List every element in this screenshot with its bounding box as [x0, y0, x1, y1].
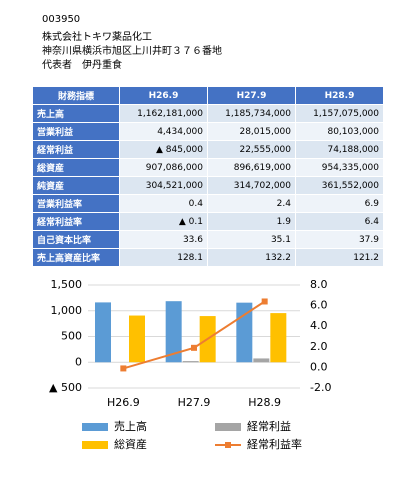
- company: 株式会社トキワ薬品化工: [42, 32, 152, 43]
- value-cell: 128.1: [119, 248, 208, 267]
- header-cell: H27.9: [207, 86, 296, 105]
- value-cell: 28,015,000: [207, 122, 296, 141]
- value-cell: ▲ 0.1: [119, 212, 208, 231]
- y-tick-label: ▲ 500: [49, 381, 82, 394]
- header-row: 財務指標 H26.9 H27.9 H28.9: [32, 86, 384, 105]
- table-row: 売上高資産比率 128.1 132.2 121.2: [32, 248, 384, 267]
- value-cell: 361,552,000: [295, 176, 384, 195]
- legend-swatch: [215, 423, 241, 431]
- value-cell: 1,162,181,000: [119, 104, 208, 123]
- value-cell: 1.9: [207, 212, 296, 231]
- y-tick-label: 500: [61, 330, 82, 343]
- table-row: 純資産 304,521,000 314,702,000 361,552,000: [32, 176, 384, 195]
- legend-label: 売上高: [114, 419, 147, 433]
- y2-tick-label: 0.0: [310, 360, 328, 373]
- value-cell: 74,188,000: [295, 140, 384, 159]
- header-cell: H26.9: [119, 86, 208, 105]
- line-marker: [261, 298, 268, 305]
- legend-swatch: [82, 423, 108, 431]
- y-tick-label: 1,500: [51, 278, 83, 291]
- address: 神奈川県横浜市旭区上川井町３７６番地: [42, 46, 222, 57]
- value-cell: 2.4: [207, 194, 296, 213]
- representative: 代表者 伊丹重食: [42, 60, 122, 71]
- value-cell: 6.4: [295, 212, 384, 231]
- bar: [95, 302, 111, 363]
- value-cell: 0.4: [119, 194, 208, 213]
- bar: [129, 315, 145, 363]
- y2-tick-label: 4.0: [310, 319, 328, 332]
- row-label: 純資産: [32, 176, 120, 195]
- bar: [270, 313, 287, 363]
- bar: [182, 361, 199, 363]
- row-label: 売上高資産比率: [32, 248, 120, 267]
- value-cell: 4,434,000: [119, 122, 208, 141]
- value-cell: 80,103,000: [295, 122, 384, 141]
- y2-tick-label: -2.0: [310, 381, 331, 394]
- y2-tick-label: 2.0: [310, 340, 328, 353]
- table-row: 売上高 1,162,181,000 1,185,734,000 1,157,075,0…: [32, 104, 384, 123]
- x-tick-label: H28.9: [248, 396, 281, 409]
- legend-marker: [225, 442, 231, 448]
- row-label: 総資産: [32, 158, 120, 177]
- legend-label: 経常利益: [247, 419, 291, 433]
- value-cell: 121.2: [295, 248, 384, 267]
- line-marker: [191, 344, 197, 351]
- table-row: 経常利益 ▲ 845,000 22,555,000 74,188,000: [32, 140, 384, 159]
- row-label: 売上高: [32, 104, 120, 123]
- table-row: 総資産 907,086,000 896,619,000 954,335,000: [32, 158, 384, 177]
- header-cell: H28.9: [295, 86, 384, 105]
- value-cell: 304,521,000: [119, 176, 208, 195]
- row-label: 営業利益率: [32, 194, 120, 213]
- value-cell: 35.1: [207, 230, 296, 249]
- value-cell: 37.9: [295, 230, 384, 249]
- value-cell: 1,185,734,000: [207, 104, 296, 123]
- row-label: 自己資本比率: [32, 230, 120, 249]
- line-marker: [120, 365, 127, 372]
- x-tick-label: H26.9: [107, 396, 140, 409]
- value-cell: 314,702,000: [207, 176, 296, 195]
- row-label: 経常利益率: [32, 212, 120, 231]
- value-cell: 33.6: [119, 230, 208, 249]
- value-cell: 907,086,000: [119, 158, 208, 177]
- y2-tick-label: 6.0: [310, 299, 328, 312]
- legend-swatch: [82, 441, 108, 449]
- legend-label: 総資産: [114, 437, 147, 451]
- table-row: 経常利益率 ▲ 0.1 1.9 6.4: [32, 212, 384, 231]
- table-row: 営業利益 4,434,000 28,015,000 80,103,000: [32, 122, 384, 141]
- y-tick-label: 0: [75, 355, 82, 368]
- value-cell: 6.9: [295, 194, 384, 213]
- chart: ▲ 500 0 500 1,000 1,500 -2.0 0.0 2.0 4.0 6.0 8.0 H2…: [49, 278, 331, 451]
- x-tick-label: H27.9: [178, 396, 211, 409]
- value-cell: 1,157,075,000: [295, 104, 384, 123]
- y2-tick-label: 8.0: [310, 278, 328, 291]
- value-cell: 22,555,000: [207, 140, 296, 159]
- value-cell: ▲ 845,000: [119, 140, 208, 159]
- value-cell: 896,619,000: [207, 158, 296, 177]
- row-label: 営業利益: [32, 122, 120, 141]
- row-label: 経常利益: [32, 140, 120, 159]
- y-tick-label: 1,000: [51, 304, 83, 317]
- bar: [165, 301, 182, 363]
- code: 003950: [42, 14, 81, 25]
- header-cell: 財務指標: [32, 86, 120, 105]
- table-row: 営業利益率 0.4 2.4 6.9: [32, 194, 384, 213]
- table-row: 自己資本比率 33.6 35.1 37.9: [32, 230, 384, 249]
- financial-table: 財務指標 H26.9 H27.9 H28.9 売上高 1,162,181,000 1,185…: [32, 86, 384, 267]
- value-cell: 132.2: [207, 248, 296, 267]
- legend-label: 経常利益率: [247, 437, 302, 451]
- value-cell: 954,335,000: [295, 158, 384, 177]
- bar: [253, 358, 270, 363]
